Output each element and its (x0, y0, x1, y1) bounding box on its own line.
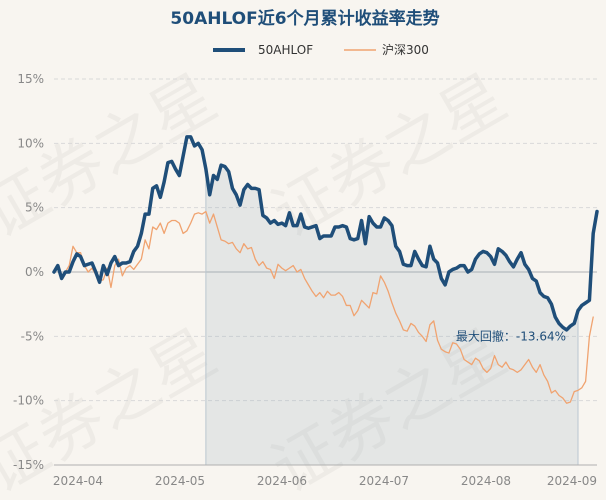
x-tick-label-2: 2024-06 (257, 474, 307, 488)
watermark-text-2: 证券之星 (0, 316, 229, 500)
legend-label-50ahlof: 50AHLOF (258, 43, 313, 57)
x-tick-label-1: 2024-05 (155, 474, 205, 488)
chart-title: 50AHLOF近6个月累计收益率走势 (170, 8, 439, 29)
max-drawdown-label: 最大回撤：-13.64% (456, 328, 566, 343)
y-tick-label-5: -10% (13, 394, 44, 408)
y-tick-label-4: -5% (21, 329, 44, 343)
y-tick-label-1: 10% (17, 136, 44, 150)
grid-layer (54, 78, 597, 466)
series-line-50ahlof (52, 135, 599, 332)
y-tick-label-0: 15% (17, 72, 44, 86)
watermark-text-0: 证券之星 (0, 61, 229, 253)
x-tick-label-4: 2024-08 (461, 474, 511, 488)
max-drawdown-area (205, 165, 579, 465)
axis-layer: 15% 10% 5% 0% -5% -10% -15% 2024-04 2024-05 2024-… (13, 72, 597, 488)
series-line-hs300 (53, 210, 594, 404)
y-tick-label-3: 0% (25, 265, 44, 279)
legend: 50AHLOF 沪深300 (213, 43, 429, 57)
x-tick-label-3: 2024-07 (359, 474, 409, 488)
y-tick-label-6: -15% (13, 458, 44, 472)
y-tick-label-2: 5% (25, 201, 44, 215)
drawdown-area-layer (205, 165, 579, 465)
legend-label-hs300: 沪深300 (382, 43, 429, 57)
series-layer (52, 135, 599, 404)
x-tick-label-5: 2024-09 (547, 474, 597, 488)
x-tick-label-0: 2024-04 (53, 474, 103, 488)
